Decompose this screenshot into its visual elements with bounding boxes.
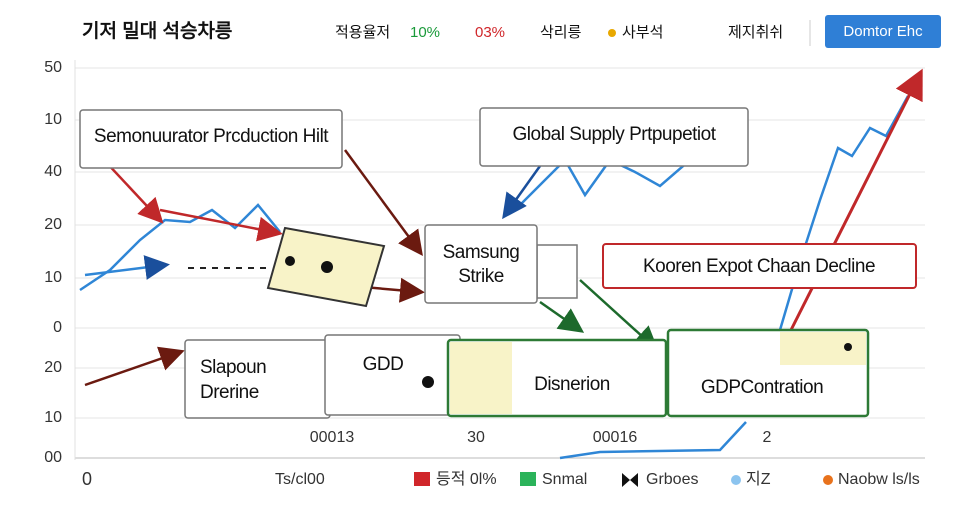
axis-label: 00016 [593,429,638,446]
node-box [184,339,331,419]
button-label[interactable]: Domtor Ehc [843,23,923,40]
arrow [502,165,542,220]
header-label: 제지취쉬 [728,24,783,41]
legend-label: 등적 0l% [436,470,497,488]
node-label: Semonuurator Prcduction Hilt [94,126,329,147]
node-label: Drerine [200,382,259,403]
y-label: 20 [44,216,62,233]
y-label: 10 [44,409,62,426]
dot [321,261,333,273]
node-label: Samsung [443,242,520,263]
legend-label: Grboes [646,471,698,488]
node-label: Kooren Expot Chaan Decline [643,256,875,277]
legend-label: 지Z [746,470,771,488]
arrow [539,300,585,333]
node-box [424,224,538,304]
y-label: 10 [44,269,62,286]
dot [422,376,434,388]
arrow [159,208,283,242]
node-label: GDD [363,354,404,375]
node-label: Strike [458,266,504,287]
y-label: 40 [44,163,62,180]
arrow [84,346,185,387]
y-label: 00 [44,449,62,466]
dot [844,343,852,351]
node-box [79,109,343,169]
highlight [780,332,866,365]
node-box [536,244,578,299]
node-label: Disnerion [534,374,610,395]
arrow [579,279,659,352]
axis-label: 00013 [310,429,355,446]
arrow [343,149,423,257]
dot [285,256,295,266]
legend-swatch [823,475,833,485]
x-label: Ts/cl00 [275,471,325,488]
stat: 적용율저 [335,24,390,41]
legend-label: Snmal [542,471,587,488]
node-label: GDPContration [701,377,823,398]
legend-swatch [622,473,638,487]
legend-swatch [520,472,536,486]
node-box [479,107,749,167]
node-label: Global Supply Prtpupetiot [513,124,717,145]
stat: 10% [410,24,440,41]
axis-label: 2 [763,429,772,446]
node-label: Slapoun [200,357,266,378]
x-label: 0 [82,469,92,489]
axis-label: 30 [467,429,485,446]
legend-swatch [414,472,430,486]
y-label: 0 [53,319,62,336]
trend-line [84,255,170,280]
stat-dot [608,29,616,37]
stat: 사부석 [622,24,663,41]
node-box [602,243,917,289]
highlight [450,342,512,414]
y-label: 50 [44,59,62,76]
y-labels: 50 10 40 20 10 0 20 10 00 [44,59,62,466]
legend-label: Naobw ls/ls [838,471,920,488]
legend-swatch [731,475,741,485]
stat: 03% [475,24,505,41]
title: 기저 밀대 석승차릉 [82,20,232,42]
y-label: 20 [44,359,62,376]
trend-line [79,203,281,292]
y-label: 10 [44,111,62,128]
stat: 삭리릉 [540,24,582,41]
button[interactable] [825,15,941,48]
trend-line [559,421,747,460]
